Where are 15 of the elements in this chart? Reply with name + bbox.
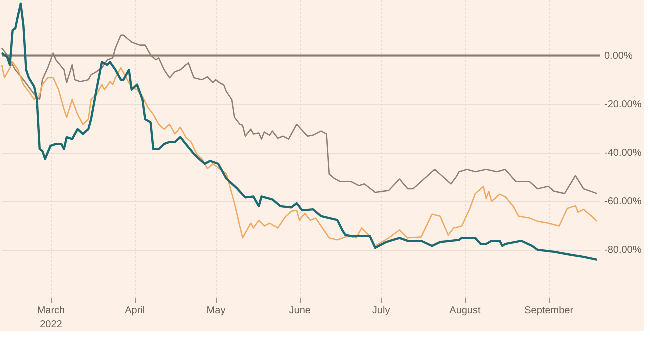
y-tick-label: -40.00%	[604, 148, 642, 160]
x-tick-label: June	[289, 306, 312, 316]
x-tick-label: May	[206, 306, 226, 316]
x-tick-label: March 2022	[37, 306, 66, 330]
y-tick-label: -60.00%	[604, 196, 642, 208]
line-series	[0, 2, 598, 262]
y-tick-label: 0.00%	[604, 51, 633, 62]
x-tick-label: September	[524, 306, 574, 316]
y-tick-label: -20.00%	[604, 100, 642, 111]
y-tick-label: -80.00%	[604, 245, 642, 256]
x-tick-label: April	[125, 306, 146, 316]
line-series	[1, 62, 598, 247]
x-tick-label: August	[450, 306, 481, 316]
x-tick-label: July	[372, 306, 390, 316]
line-series	[1, 34, 598, 194]
